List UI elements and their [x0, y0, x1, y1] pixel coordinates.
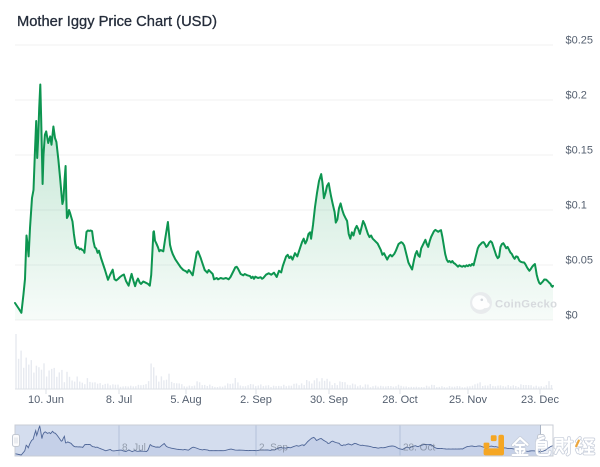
svg-text:$0.05: $0.05 [566, 255, 594, 267]
svg-text:$0: $0 [566, 310, 578, 322]
svg-text:$0.25: $0.25 [566, 35, 594, 47]
svg-text:28. Oct: 28. Oct [403, 443, 435, 454]
svg-text:5. Aug: 5. Aug [170, 394, 201, 406]
svg-text:2. Sep: 2. Sep [240, 394, 272, 406]
svg-text:8. Jul: 8. Jul [106, 394, 132, 406]
svg-text:Mother Iggy Price Chart (USD): Mother Iggy Price Chart (USD) [17, 14, 217, 30]
svg-text:$0.1: $0.1 [566, 200, 587, 212]
svg-text:30. Sep: 30. Sep [310, 394, 348, 406]
svg-text:23. Dec: 23. Dec [521, 394, 559, 406]
svg-text:28. Oct: 28. Oct [382, 394, 417, 406]
svg-text:$0.15: $0.15 [566, 145, 594, 157]
svg-text:10. Jun: 10. Jun [28, 394, 64, 406]
svg-text:25. Nov: 25. Nov [449, 394, 487, 406]
svg-text:2. Sep: 2. Sep [259, 443, 288, 454]
svg-text:$0.2: $0.2 [566, 90, 587, 102]
svg-text:CoinGecko: CoinGecko [495, 299, 557, 311]
svg-text:8. Jul: 8. Jul [122, 443, 146, 454]
